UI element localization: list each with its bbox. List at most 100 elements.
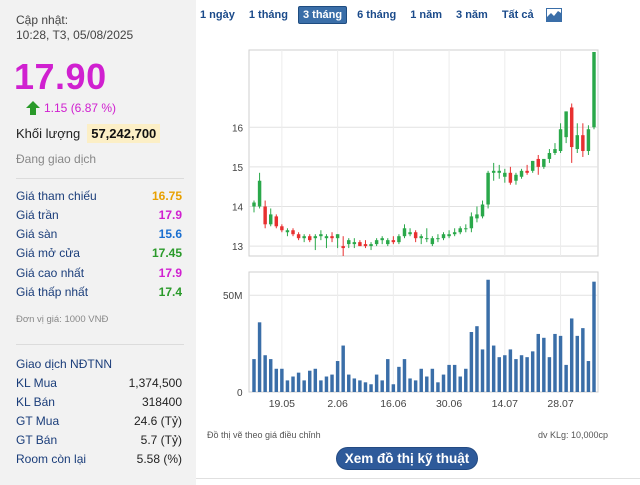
area-chart-icon[interactable]: [545, 8, 562, 22]
candle-body: [575, 135, 580, 150]
candle-body: [553, 149, 557, 153]
volume-bar: [475, 326, 479, 392]
volume-bar: [319, 380, 323, 392]
candle-body: [319, 234, 323, 237]
update-time: 10:28, T3, 05/08/2025: [16, 28, 134, 42]
foreign-buy-value: GT Mua 24.6 (Tỷ): [16, 414, 182, 428]
foreign-label: GT Mua: [16, 414, 60, 428]
divider: [16, 344, 184, 345]
volume-panel-border: [248, 271, 599, 393]
candle-body: [536, 158, 540, 167]
price-axis: 13 14 15 16: [232, 123, 244, 253]
volume-bar: [586, 361, 591, 392]
volume-bar: [575, 335, 580, 392]
price-unit-note: Đơn vị giá: 1000 VNĐ: [16, 314, 109, 325]
volume-bar: [397, 366, 401, 392]
view-technical-chart-button[interactable]: Xem đồ thị kỹ thuật: [336, 447, 478, 470]
foreign-sell-volume: KL Bán 318400: [16, 395, 182, 409]
stat-high-price: Giá cao nhất 17.9: [16, 266, 182, 280]
stat-low-price: Giá thấp nhất 17.4: [16, 285, 182, 299]
candle-body: [586, 129, 591, 152]
tab-all[interactable]: Tất cả: [501, 9, 534, 21]
foreign-value: 1,374,500: [128, 376, 182, 390]
candle-body: [380, 238, 384, 241]
candle-body: [514, 174, 518, 181]
candle-body: [480, 204, 485, 217]
price-tick-label: 13: [232, 242, 244, 253]
candle-body: [430, 238, 435, 245]
tab-1-month[interactable]: 1 tháng: [248, 9, 288, 21]
candle-body: [374, 240, 379, 245]
candle-body: [486, 172, 490, 205]
candle-body: [464, 228, 468, 230]
candle-body: [419, 236, 423, 239]
volume-bar: [341, 345, 345, 392]
candle-body: [402, 228, 407, 237]
volume-bar: [497, 357, 501, 392]
candle-body: [358, 242, 362, 247]
candle-body: [386, 240, 390, 245]
foreign-buy-volume: KL Mua 1,374,500: [16, 376, 182, 390]
volume-bar: [252, 359, 256, 392]
candle-body: [525, 170, 529, 173]
candle-body: [296, 234, 301, 239]
volume-bar: [425, 376, 429, 392]
volume-bar: [358, 380, 362, 392]
volume-label: Khối lượng: [16, 126, 81, 141]
price-tick-label: 14: [232, 202, 244, 213]
volume-bar: [419, 368, 423, 392]
tab-1-day[interactable]: 1 ngày: [200, 9, 235, 21]
trading-status: Đang giao dịch: [16, 152, 97, 166]
volume-bar: [525, 357, 529, 392]
volume-bar: [330, 374, 334, 392]
volume-bar: [386, 359, 390, 392]
volume-bar: [352, 378, 357, 392]
stat-label: Giá cao nhất: [16, 266, 85, 280]
date-tick-label: 2.06: [327, 398, 348, 410]
volume-row: Khối lượng 57,242,700: [16, 124, 161, 143]
volume-bar: [491, 345, 496, 392]
candle-body: [592, 51, 596, 128]
tab-3-months[interactable]: 3 tháng: [297, 6, 348, 24]
candle-body: [458, 228, 462, 233]
candle-body: [569, 107, 574, 148]
price-change-value: 1.15 (6.87 %): [44, 101, 117, 115]
stat-label: Giá sàn: [16, 227, 58, 241]
price-tick-label: 16: [232, 123, 244, 134]
candle-body: [581, 135, 585, 152]
volume-bar: [503, 355, 507, 392]
candle-body: [491, 170, 496, 173]
foreign-value: 5.7 (Tỷ): [140, 433, 182, 447]
volume-bar: [347, 374, 351, 392]
volume-bar: [553, 333, 557, 392]
candle-body: [313, 236, 318, 239]
volume-bar: [542, 337, 546, 392]
tab-1-year[interactable]: 1 năm: [410, 9, 443, 21]
candle-body: [452, 232, 457, 235]
volume-bar: [402, 359, 407, 392]
date-tick-label: 19.05: [269, 398, 295, 410]
stat-value: 17.4: [158, 285, 182, 299]
volume-bar: [592, 281, 596, 392]
volume-unit-note: dv KLg: 10,000cp: [537, 430, 608, 440]
foreign-trading-title: Giao dịch NĐTNN: [16, 357, 113, 371]
chart-grid: [248, 49, 599, 393]
date-tick-label: 16.06: [380, 398, 406, 410]
volume-bar: [441, 374, 446, 392]
tab-3-years[interactable]: 3 năm: [456, 9, 488, 21]
candle-body: [547, 153, 552, 159]
stat-label: Giá mở cửa: [16, 246, 80, 260]
volume-bar: [464, 368, 468, 392]
foreign-label: KL Mua: [16, 376, 57, 390]
chart-adjusted-note: Đồ thị vẽ theo giá điều chỉnh: [207, 430, 321, 440]
tab-6-months[interactable]: 6 tháng: [357, 9, 397, 21]
volume-tick-label: 0: [237, 388, 243, 399]
stat-value: 16.75: [151, 189, 182, 203]
volume-bar: [519, 355, 524, 392]
foreign-sell-value: GT Bán 5.7 (Tỷ): [16, 433, 182, 447]
stat-label: Giá trần: [16, 208, 59, 222]
volume-bar: [280, 368, 284, 392]
volume-bar: [436, 382, 440, 392]
volume-bar: [296, 372, 301, 392]
volume-bar: [536, 333, 540, 392]
